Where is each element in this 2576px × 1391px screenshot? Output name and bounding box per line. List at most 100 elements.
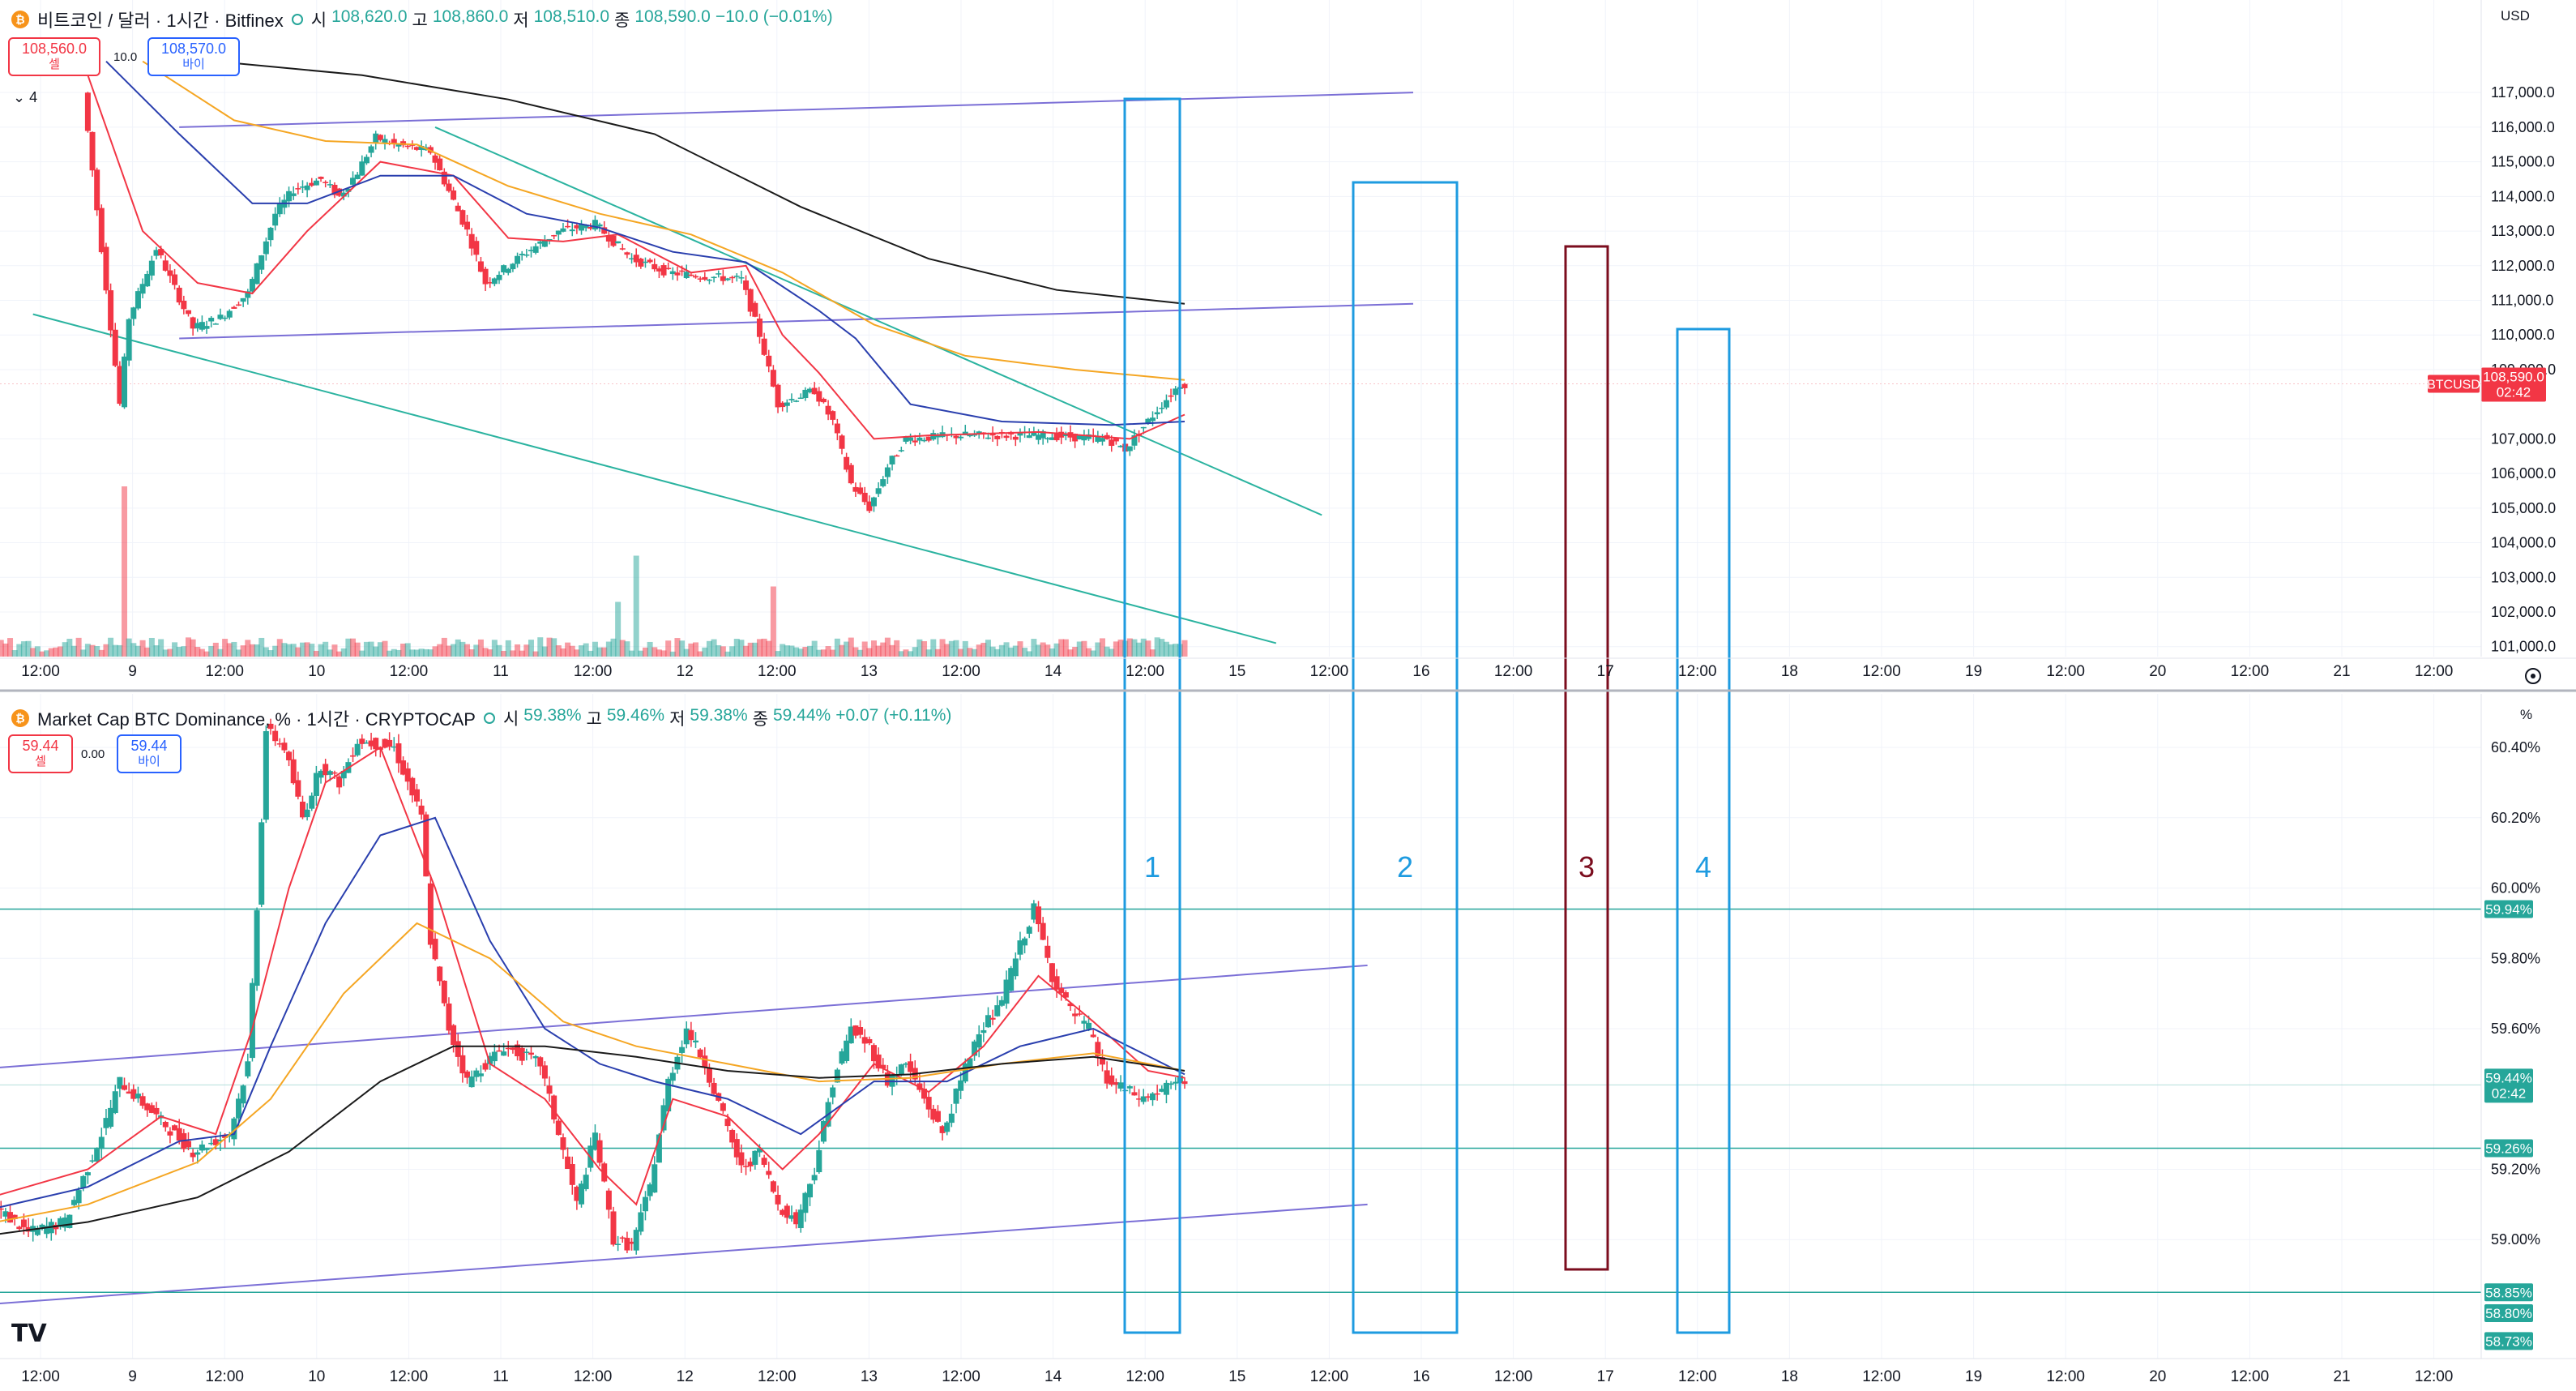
volume-bar — [610, 638, 617, 657]
trendline[interactable] — [0, 1203, 1368, 1317]
time-tick-label: 12:00 — [2415, 1368, 2454, 1385]
candle-body — [793, 400, 800, 402]
candle-body — [185, 310, 191, 315]
volume-bar — [816, 649, 822, 657]
candle-body — [387, 739, 393, 747]
volume-bar — [496, 644, 502, 657]
bottom-buy-button[interactable]: 59.44 바이 — [117, 734, 182, 773]
candle-body — [638, 259, 644, 267]
candle-body — [1044, 945, 1051, 958]
volume-bar — [775, 651, 781, 657]
candle-body — [596, 224, 603, 227]
sell-price: 108,560.0 — [21, 41, 88, 57]
level-price-text: 58.73% — [2485, 1333, 2532, 1349]
volume-bar — [130, 643, 137, 657]
symbol-tag — [2428, 374, 2480, 393]
top-price-axis[interactable]: 117,000.0 116,000.0 115,000.0 114,000.0 113,… — [2427, 84, 2556, 655]
candle-body — [336, 188, 343, 196]
candle-body — [574, 1187, 580, 1201]
level-price-tag — [2484, 1139, 2533, 1158]
market-status-icon[interactable] — [291, 14, 303, 25]
market-status-icon[interactable] — [483, 713, 495, 724]
top-sell-button[interactable]: 108,560.0 셀 — [8, 37, 100, 76]
top-buy-button[interactable]: 108,570.0 바이 — [147, 37, 240, 76]
candle-body — [20, 1219, 27, 1227]
time-axes[interactable]: 12:00 9 12:00 10 12:00 11 12:00 12 12:00 13 12:00 1… — [21, 663, 2453, 1385]
top-currency-label[interactable]: USD — [2501, 8, 2530, 24]
volume-bar — [94, 645, 100, 657]
candle-body — [217, 1140, 224, 1142]
indicators-toggle[interactable]: ⌄ 4 — [13, 89, 37, 106]
bitcoin-icon: ₿ — [11, 709, 29, 727]
candle-body — [122, 1085, 128, 1090]
trendline[interactable] — [179, 302, 1414, 340]
annotation-box-3[interactable] — [1564, 245, 1609, 1271]
volume-bar — [852, 647, 859, 657]
candle-body — [190, 1152, 196, 1158]
candle-body — [231, 306, 237, 309]
candle-body — [916, 437, 923, 441]
candle-body — [331, 772, 338, 774]
bottom-sell-button[interactable]: 59.44 셀 — [8, 734, 73, 773]
volume-bar — [194, 646, 201, 657]
annotation-boxes[interactable]: 1 2 3 4 — [1123, 97, 1731, 1334]
candle-body — [1017, 432, 1023, 436]
trendline[interactable] — [0, 964, 1368, 1081]
volume-bar — [830, 649, 836, 657]
volume-bar — [880, 642, 886, 657]
price-tick-label: 59.60% — [2491, 1021, 2540, 1037]
candle-body — [496, 275, 502, 280]
candle-body — [340, 192, 347, 197]
trendline[interactable] — [179, 92, 1414, 128]
volume-bar — [1026, 651, 1032, 657]
candle-body — [1113, 1082, 1119, 1085]
time-tick-label: 17 — [1597, 1368, 1614, 1385]
high-value: 108,860.0 — [432, 7, 509, 26]
volume-bar — [780, 644, 786, 657]
volume-bar — [7, 638, 14, 657]
trendline[interactable] — [32, 313, 1277, 644]
candle-body — [98, 1136, 105, 1149]
tradingview-logo-icon[interactable]: TV — [11, 1320, 47, 1348]
time-tick-label: 12 — [677, 663, 694, 680]
bottom-symbol-title[interactable]: Market Cap BTC Dominance, % · 1시간 · CRYP… — [37, 709, 476, 730]
candle-body — [199, 322, 205, 330]
candle-body — [323, 182, 329, 183]
volume-bar — [1058, 639, 1065, 657]
volume-bar — [967, 648, 973, 657]
volume-bar — [605, 641, 612, 657]
volume-bar — [313, 650, 319, 657]
candle-body — [807, 1183, 814, 1198]
bottom-currency-label[interactable]: % — [2520, 707, 2533, 722]
candle-body — [733, 1139, 740, 1158]
bottom-price-axis[interactable]: 60.40% 60.20% 60.00% 59.80% 59.60% 59.20% 59.0… — [2484, 739, 2540, 1350]
candle-body — [345, 188, 352, 192]
annotation-box-2[interactable] — [1352, 181, 1459, 1334]
candle-body — [222, 1134, 229, 1138]
candle-body — [231, 1118, 237, 1140]
settings-gear-icon[interactable] — [2525, 668, 2541, 684]
candle-body — [464, 221, 471, 230]
candle-body — [395, 743, 402, 764]
candle-body — [1113, 438, 1119, 442]
candle-body — [633, 255, 639, 263]
annotation-box-1[interactable] — [1123, 97, 1181, 1334]
candle-body — [697, 1049, 703, 1058]
candle-body — [569, 229, 575, 232]
volume-bar — [729, 646, 736, 657]
candle-body — [451, 190, 457, 200]
candle-body — [743, 1166, 750, 1167]
volume-bar — [857, 649, 864, 657]
volume-bar — [756, 639, 763, 657]
candle-body — [651, 1164, 658, 1193]
volume-bar — [624, 641, 630, 657]
candle-body — [336, 776, 343, 788]
volume-bar — [1181, 640, 1188, 657]
volume-bar — [1072, 646, 1079, 657]
volume-bar — [418, 648, 425, 657]
top-symbol-title[interactable]: 비트코인 / 달러 · 1시간 · Bitfinex — [37, 11, 284, 31]
volume-bar — [848, 637, 854, 657]
annotation-box-4[interactable] — [1676, 327, 1731, 1334]
trendline[interactable] — [434, 126, 1322, 516]
